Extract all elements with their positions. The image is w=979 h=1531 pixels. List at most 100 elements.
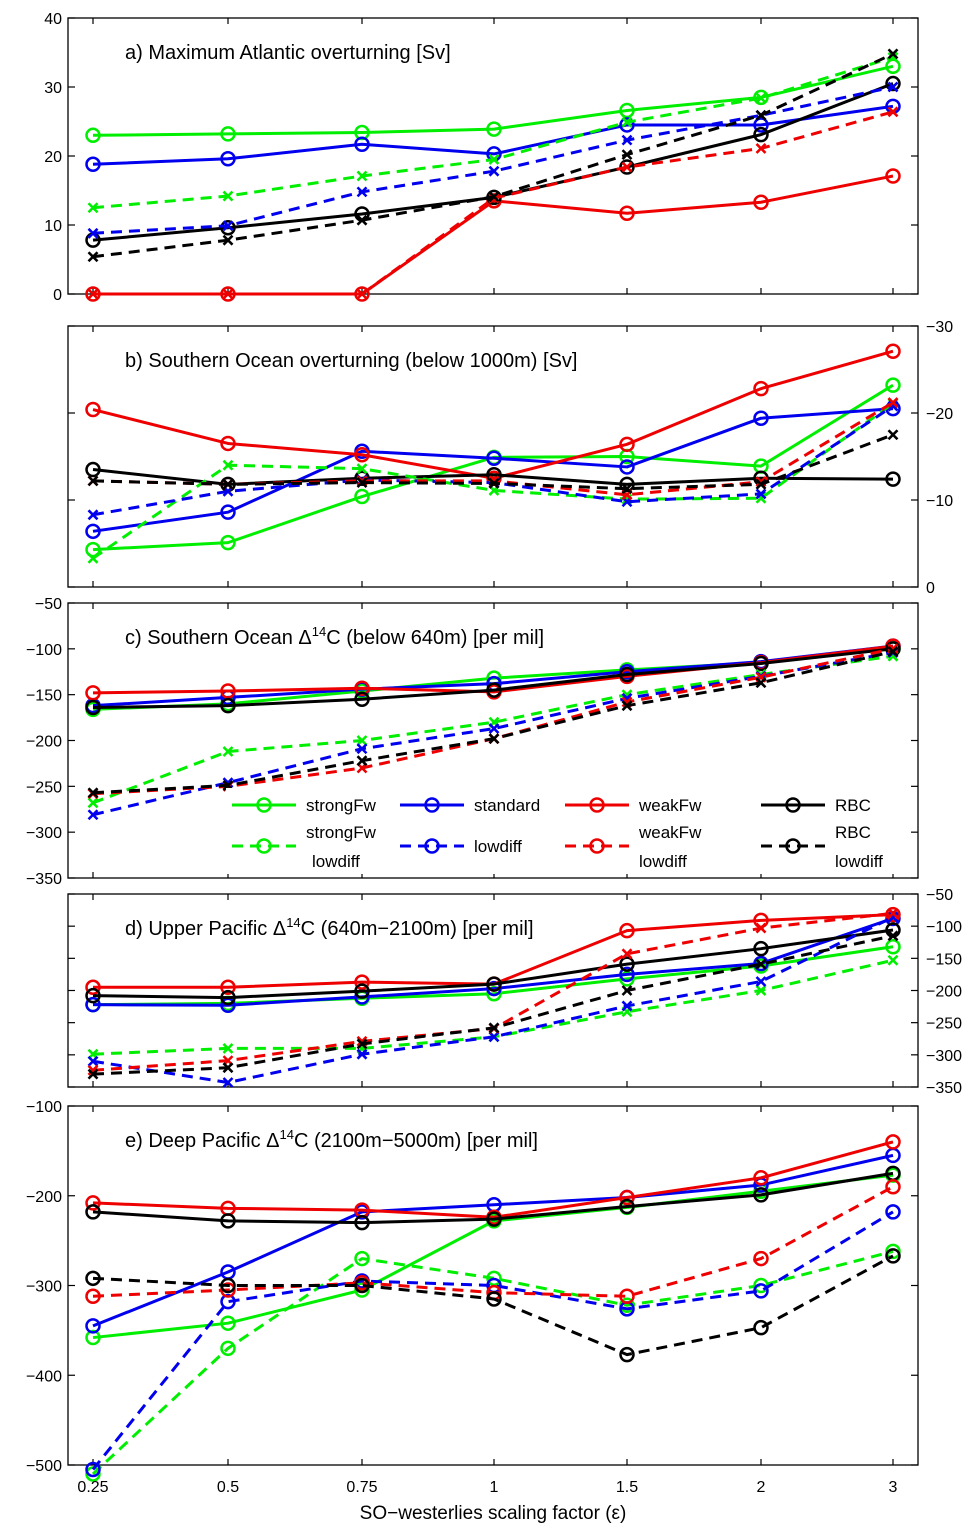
series-line [92, 647, 894, 709]
data-point [488, 191, 500, 203]
data-point [85, 156, 101, 173]
legend-label: weakFw [638, 796, 702, 815]
series-RBC-lowdiff [87, 48, 899, 263]
data-point [87, 787, 99, 799]
y-tick-label: −300 [926, 1048, 962, 1065]
data-point [222, 1042, 234, 1054]
data-point [356, 288, 368, 300]
data-point [354, 983, 370, 999]
data-point [753, 940, 769, 957]
data-point [755, 109, 767, 121]
data-point [85, 1288, 101, 1305]
data-point [488, 165, 500, 177]
data-point [619, 459, 635, 475]
legend-marker [424, 797, 440, 813]
data-point [488, 733, 500, 745]
data-point [222, 234, 234, 246]
data-point [486, 1270, 502, 1287]
y-tick-label: 40 [44, 11, 62, 28]
data-point [356, 186, 368, 198]
data-point [354, 680, 370, 696]
y-tick-label: −150 [926, 951, 962, 968]
legend-marker [589, 838, 605, 854]
series-line [92, 1254, 894, 1357]
data-point [85, 1318, 101, 1334]
data-point [220, 126, 236, 142]
data-point [85, 1270, 101, 1287]
data-point [85, 987, 101, 1004]
series-line [92, 1171, 894, 1225]
data-point [619, 971, 635, 987]
y-tick-label: 30 [44, 80, 62, 97]
data-point [87, 202, 99, 214]
y-tick-label: −300 [26, 825, 62, 842]
data-point [488, 1022, 500, 1034]
legend-entry: strongFw [232, 796, 377, 815]
series-strongFw-lowdiff [87, 51, 899, 214]
data-point [621, 700, 633, 712]
data-point [87, 797, 99, 809]
data-point [753, 410, 769, 426]
panel-2: 0 −10 −20 −30 b) Southern Ocean overturning … [67, 319, 953, 597]
data-point [356, 214, 368, 226]
y-tick-label: −200 [26, 734, 62, 751]
data-point [85, 1195, 101, 1211]
data-point [220, 697, 236, 714]
data-point [885, 1243, 901, 1260]
data-point [85, 1461, 101, 1478]
legend-label: lowdiff [474, 837, 522, 856]
data-point [621, 161, 633, 173]
y-tick-label: −400 [26, 1368, 62, 1385]
data-point [220, 1340, 236, 1357]
panel-title: e) Deep Pacific Δ14C (2100m−5000m) [per … [125, 1127, 538, 1152]
data-point [753, 194, 769, 210]
data-point [755, 922, 767, 934]
legend-label: standard [474, 796, 540, 815]
series-RBC [85, 922, 901, 1006]
data-point [87, 1068, 99, 1080]
data-point [222, 459, 234, 471]
data-point [222, 220, 234, 232]
data-point [887, 429, 899, 441]
y-tick-label: −50 [35, 596, 62, 613]
legend-entry: standard [400, 796, 540, 815]
data-point [885, 939, 901, 955]
data-point [619, 922, 635, 939]
data-point [85, 979, 101, 996]
y-tick-label: −250 [26, 779, 62, 796]
data-point [885, 168, 901, 184]
y-tick-label: −300 [26, 1279, 62, 1296]
data-point [619, 476, 635, 493]
data-point [488, 1031, 500, 1043]
data-point [619, 205, 635, 222]
data-point [220, 1293, 236, 1310]
series-lowdiff [87, 911, 899, 1088]
data-point [85, 1329, 101, 1346]
data-point [85, 996, 101, 1013]
data-point [85, 541, 101, 558]
legend-label: strongFw [306, 823, 377, 842]
data-point [220, 1282, 236, 1298]
data-point [619, 117, 635, 133]
panel-title: b) Southern Ocean overturning (below 100… [125, 350, 577, 372]
legend-entry: weakFw lowdiff [565, 823, 702, 871]
data-point [220, 989, 236, 1006]
data-point [85, 523, 101, 540]
data-point [85, 699, 101, 716]
data-point [354, 447, 370, 463]
series-line [92, 1140, 894, 1219]
data-point [87, 809, 99, 821]
legend-label: weakFw [638, 823, 702, 842]
x-tick-label: 2 [757, 1479, 766, 1496]
data-point [887, 51, 899, 63]
data-point [354, 124, 370, 141]
data-point [619, 1288, 635, 1305]
data-point [887, 911, 899, 923]
data-point [85, 1204, 101, 1220]
data-point [220, 220, 236, 236]
panel-4: −350 −300 −250 −200 −150 −100 −50 d) Upper Paci… [67, 887, 962, 1097]
data-point [87, 1055, 99, 1067]
data-point [753, 1319, 769, 1336]
series-line [92, 349, 894, 480]
data-point [220, 683, 236, 699]
